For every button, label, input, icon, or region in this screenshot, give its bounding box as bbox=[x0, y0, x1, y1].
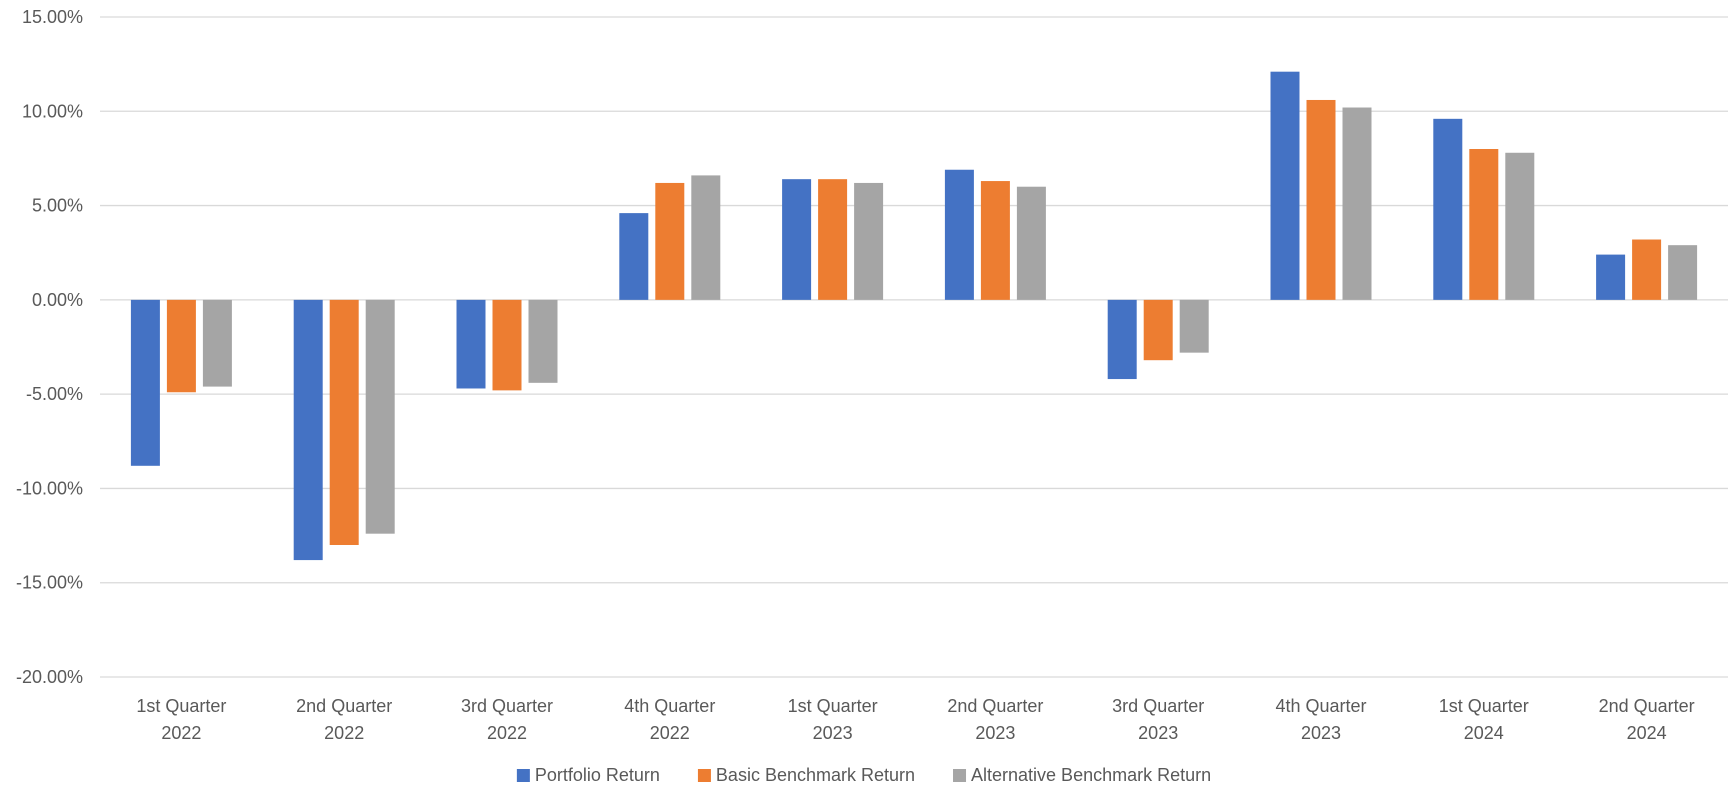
y-tick-label: 5.00% bbox=[32, 196, 83, 216]
x-tick-label: 2023 bbox=[1301, 723, 1341, 743]
bars bbox=[130, 71, 1698, 561]
bar-alternative-benchmark-return bbox=[1668, 245, 1698, 300]
bar-portfolio-return bbox=[619, 213, 649, 300]
legend-label: Portfolio Return bbox=[535, 765, 660, 785]
x-tick-label: 2023 bbox=[813, 723, 853, 743]
y-tick-label: -15.00% bbox=[16, 573, 83, 593]
bar-portfolio-return bbox=[1270, 71, 1300, 300]
y-tick-label: -5.00% bbox=[26, 384, 83, 404]
bar-alternative-benchmark-return bbox=[528, 299, 558, 383]
bar-portfolio-return bbox=[293, 299, 323, 561]
bar-basic-benchmark-return bbox=[1469, 149, 1499, 300]
x-tick-label: 1st Quarter bbox=[788, 696, 878, 716]
legend: Portfolio Return Basic Benchmark Return Al… bbox=[516, 765, 1211, 785]
y-tick-label: 10.00% bbox=[22, 101, 83, 121]
y-tick-label: 0.00% bbox=[32, 290, 83, 310]
y-tick-label: -20.00% bbox=[16, 667, 83, 687]
legend-swatch bbox=[697, 769, 711, 782]
bar-basic-benchmark-return bbox=[655, 182, 685, 300]
bar-portfolio-return bbox=[944, 169, 974, 300]
bar-portfolio-return bbox=[130, 299, 160, 466]
bar-basic-benchmark-return bbox=[166, 299, 196, 393]
bar-alternative-benchmark-return bbox=[854, 182, 884, 300]
y-tick-label: 15.00% bbox=[22, 7, 83, 27]
bar-basic-benchmark-return bbox=[329, 299, 359, 545]
x-tick-label: 4th Quarter bbox=[1275, 696, 1366, 716]
bar-alternative-benchmark-return bbox=[1179, 299, 1209, 353]
bar-basic-benchmark-return bbox=[980, 181, 1010, 300]
bar-basic-benchmark-return bbox=[492, 299, 522, 391]
y-tick-label: -10.00% bbox=[16, 478, 83, 498]
bar-basic-benchmark-return bbox=[818, 179, 848, 300]
x-tick-label: 1st Quarter bbox=[136, 696, 226, 716]
x-tick-label: 4th Quarter bbox=[624, 696, 715, 716]
legend-label: Basic Benchmark Return bbox=[716, 765, 915, 785]
bar-basic-benchmark-return bbox=[1306, 99, 1336, 300]
x-tick-label: 2022 bbox=[324, 723, 364, 743]
x-tick-label: 2024 bbox=[1464, 723, 1504, 743]
x-tick-label: 2nd Quarter bbox=[947, 696, 1043, 716]
x-tick-label: 2022 bbox=[650, 723, 690, 743]
bar-portfolio-return bbox=[1433, 118, 1463, 300]
x-tick-label: 2023 bbox=[1138, 723, 1178, 743]
x-tick-label: 2nd Quarter bbox=[296, 696, 392, 716]
bar-alternative-benchmark-return bbox=[691, 175, 721, 300]
x-tick-label: 1st Quarter bbox=[1439, 696, 1529, 716]
x-axis: 1st Quarter 2022 2nd Quarter 2022 3rd Quarte… bbox=[136, 696, 1694, 743]
bar-alternative-benchmark-return bbox=[1505, 152, 1535, 300]
x-tick-label: 3rd Quarter bbox=[461, 696, 553, 716]
bar-basic-benchmark-return bbox=[1143, 299, 1173, 361]
y-axis: -20.00% -15.00% -10.00% -5.00% 0.00% 5.00% 10.… bbox=[16, 7, 83, 687]
bar-portfolio-return bbox=[456, 299, 486, 389]
x-tick-label: 2022 bbox=[161, 723, 201, 743]
x-tick-label: 2022 bbox=[487, 723, 527, 743]
legend-swatch bbox=[516, 769, 530, 782]
x-tick-label: 3rd Quarter bbox=[1112, 696, 1204, 716]
bar-portfolio-return bbox=[782, 179, 812, 300]
x-tick-label: 2nd Quarter bbox=[1599, 696, 1695, 716]
bar-alternative-benchmark-return bbox=[1342, 107, 1372, 300]
bar-portfolio-return bbox=[1107, 299, 1137, 380]
bar-alternative-benchmark-return bbox=[202, 299, 232, 387]
bar-alternative-benchmark-return bbox=[365, 299, 395, 534]
x-tick-label: 2023 bbox=[975, 723, 1015, 743]
bar-portfolio-return bbox=[1596, 254, 1626, 300]
x-tick-label: 2024 bbox=[1627, 723, 1667, 743]
bar-basic-benchmark-return bbox=[1632, 239, 1662, 300]
bar-alternative-benchmark-return bbox=[1016, 186, 1046, 300]
legend-label: Alternative Benchmark Return bbox=[971, 765, 1211, 785]
legend-swatch bbox=[953, 769, 967, 782]
